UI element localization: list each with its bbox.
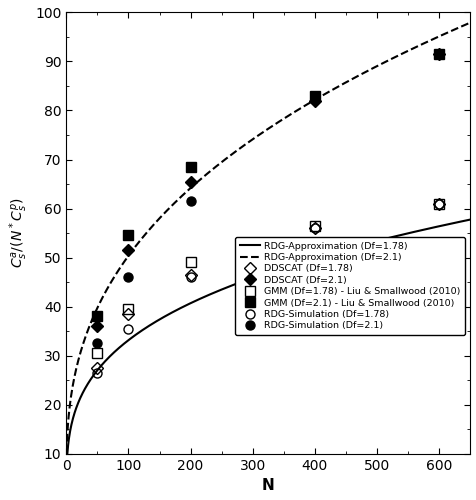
Line: RDG-Approximation (Df=1.78): RDG-Approximation (Df=1.78) — [67, 220, 469, 454]
GMM (Df=2.1) - Liu & Smallwood (2010) — [187, 164, 193, 170]
X-axis label: N: N — [261, 478, 274, 493]
RDG-Approximation (Df=2.1) — [340, 80, 346, 86]
RDG-Simulation (Df=1.78) — [435, 200, 441, 206]
RDG-Simulation (Df=1.78) — [311, 225, 317, 231]
RDG-Approximation (Df=1.78) — [241, 278, 247, 283]
DDSCAT (Df=1.78) — [125, 311, 131, 317]
GMM (Df=2.1) - Liu & Smallwood (2010) — [435, 51, 441, 57]
RDG-Approximation (Df=2.1) — [105, 284, 111, 290]
RDG-Approximation (Df=2.1) — [227, 152, 232, 158]
RDG-Simulation (Df=2.1) — [187, 198, 193, 204]
RDG-Simulation (Df=2.1) — [94, 340, 100, 346]
DDSCAT (Df=1.78) — [94, 365, 100, 371]
RDG-Approximation (Df=1.78) — [105, 355, 111, 361]
DDSCAT (Df=1.78) — [311, 225, 317, 231]
RDG-Approximation (Df=1.78) — [385, 235, 391, 241]
DDSCAT (Df=1.78) — [435, 200, 441, 206]
RDG-Approximation (Df=2.1) — [64, 438, 69, 444]
Legend: RDG-Approximation (Df=1.78), RDG-Approximation (Df=2.1), DDSCAT (Df=1.78), DDSCA: RDG-Approximation (Df=1.78), RDG-Approxi… — [235, 237, 465, 335]
GMM (Df=2.1) - Liu & Smallwood (2010) — [94, 314, 100, 320]
Line: DDSCAT (Df=2.1): DDSCAT (Df=2.1) — [93, 50, 443, 330]
RDG-Approximation (Df=1.78) — [466, 216, 472, 222]
RDG-Approximation (Df=1.78) — [340, 246, 346, 252]
RDG-Approximation (Df=1.78) — [227, 283, 233, 289]
RDG-Simulation (Df=2.1) — [125, 274, 131, 280]
DDSCAT (Df=2.1) — [187, 178, 193, 184]
RDG-Simulation (Df=2.1) — [311, 95, 317, 101]
GMM (Df=2.1) - Liu & Smallwood (2010) — [125, 232, 131, 238]
GMM (Df=1.78) - Liu & Smallwood (2010) — [311, 222, 317, 228]
Y-axis label: $C^a_s/(N^*C^p_s)$: $C^a_s/(N^*C^p_s)$ — [7, 198, 30, 268]
DDSCAT (Df=2.1) — [94, 323, 100, 329]
Line: RDG-Approximation (Df=2.1): RDG-Approximation (Df=2.1) — [67, 22, 469, 442]
Line: GMM (Df=1.78) - Liu & Smallwood (2010): GMM (Df=1.78) - Liu & Smallwood (2010) — [93, 199, 443, 358]
GMM (Df=1.78) - Liu & Smallwood (2010) — [187, 260, 193, 266]
DDSCAT (Df=2.1) — [435, 51, 441, 57]
RDG-Approximation (Df=1.78) — [378, 236, 384, 242]
DDSCAT (Df=2.1) — [125, 247, 131, 253]
RDG-Approximation (Df=2.1) — [241, 142, 247, 148]
RDG-Approximation (Df=2.1) — [466, 20, 472, 26]
Line: RDG-Simulation (Df=1.78): RDG-Simulation (Df=1.78) — [93, 199, 443, 378]
DDSCAT (Df=2.1) — [311, 98, 317, 103]
GMM (Df=1.78) - Liu & Smallwood (2010) — [125, 306, 131, 312]
RDG-Approximation (Df=2.1) — [377, 61, 383, 67]
RDG-Simulation (Df=1.78) — [125, 326, 131, 332]
GMM (Df=1.78) - Liu & Smallwood (2010) — [435, 200, 441, 206]
Line: RDG-Simulation (Df=2.1): RDG-Simulation (Df=2.1) — [93, 50, 443, 348]
RDG-Approximation (Df=2.1) — [385, 58, 391, 64]
RDG-Simulation (Df=1.78) — [94, 370, 100, 376]
RDG-Simulation (Df=1.78) — [187, 274, 193, 280]
GMM (Df=1.78) - Liu & Smallwood (2010) — [94, 350, 100, 356]
GMM (Df=2.1) - Liu & Smallwood (2010) — [311, 93, 317, 99]
Line: DDSCAT (Df=1.78): DDSCAT (Df=1.78) — [93, 199, 443, 372]
Line: GMM (Df=2.1) - Liu & Smallwood (2010): GMM (Df=2.1) - Liu & Smallwood (2010) — [93, 50, 443, 321]
DDSCAT (Df=1.78) — [187, 272, 193, 278]
RDG-Simulation (Df=2.1) — [435, 51, 441, 57]
RDG-Approximation (Df=1.78) — [64, 450, 70, 456]
